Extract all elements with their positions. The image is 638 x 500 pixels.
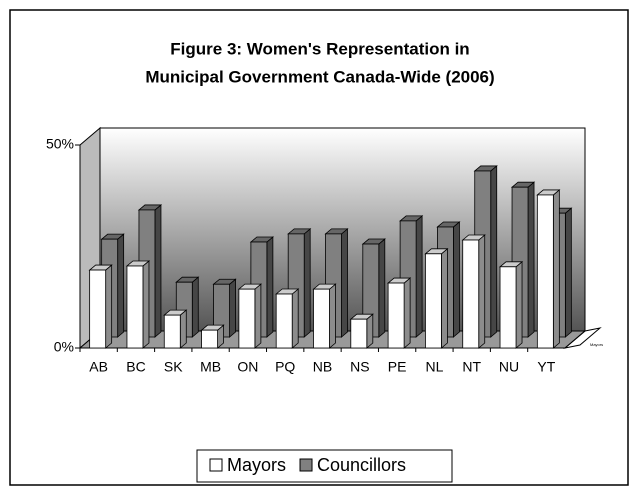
x-tick-label: NL: [425, 359, 443, 375]
bar-side: [490, 165, 498, 338]
bar: [201, 329, 218, 349]
x-tick-label: SK: [164, 359, 183, 375]
bar-side: [478, 234, 486, 349]
bar-side: [441, 247, 448, 349]
bar: [89, 269, 107, 349]
bar-side: [552, 189, 560, 349]
legend-swatch: [209, 458, 223, 472]
bar: [499, 266, 517, 349]
bar-side: [303, 228, 311, 338]
bar: [350, 318, 368, 349]
bar-side: [378, 238, 386, 338]
bar-side: [229, 278, 236, 338]
bar-side: [266, 236, 274, 338]
x-tick-label: PE: [388, 359, 407, 375]
bar: [163, 314, 181, 349]
bar-side: [527, 181, 535, 338]
bar: [536, 194, 554, 349]
bar-side: [291, 288, 299, 349]
x-tick-label: NB: [313, 359, 332, 375]
bar-side: [142, 260, 150, 349]
x-tick-label: ON: [237, 359, 258, 375]
legend-label: Councillors: [317, 455, 406, 475]
bar: [425, 253, 442, 349]
legend: [196, 449, 453, 483]
bar: [462, 239, 480, 349]
legend-swatch: [299, 458, 313, 472]
bar-side: [515, 260, 523, 349]
bar-side: [254, 283, 262, 349]
x-tick-label: NT: [462, 359, 481, 375]
bar: [126, 265, 144, 349]
bar-side: [329, 283, 336, 349]
bar-side: [179, 309, 187, 349]
bar-side: [415, 215, 423, 338]
bar-side: [105, 264, 113, 349]
chart-title: Municipal Government Canada-Wide (2006): [145, 67, 494, 86]
legend-label: Mayors: [227, 455, 286, 475]
x-tick-label: AB: [89, 359, 108, 375]
bar: [313, 288, 330, 349]
bar-side: [117, 233, 125, 338]
bar: [387, 282, 405, 349]
bar: [275, 293, 293, 349]
bar-side: [154, 204, 162, 338]
chart-title: Figure 3: Women's Representation in: [170, 39, 469, 58]
depth-axis: [563, 327, 602, 349]
x-tick-label: NU: [499, 359, 519, 375]
x-tick-label: NS: [350, 359, 369, 375]
bar-side: [453, 221, 460, 338]
depth-label: Mayors: [590, 342, 603, 347]
bar-side: [403, 277, 411, 349]
bar-side: [191, 276, 199, 338]
y-tick-label: 0%: [54, 339, 74, 355]
bar-side: [366, 313, 374, 349]
bar: [238, 288, 256, 349]
y-tick-label: 50%: [46, 136, 74, 152]
x-tick-label: MB: [200, 359, 221, 375]
bar-side: [341, 228, 348, 338]
bar-side: [564, 207, 572, 338]
x-tick-label: BC: [126, 359, 145, 375]
x-tick-label: YT: [537, 359, 555, 375]
x-tick-label: PQ: [275, 359, 295, 375]
